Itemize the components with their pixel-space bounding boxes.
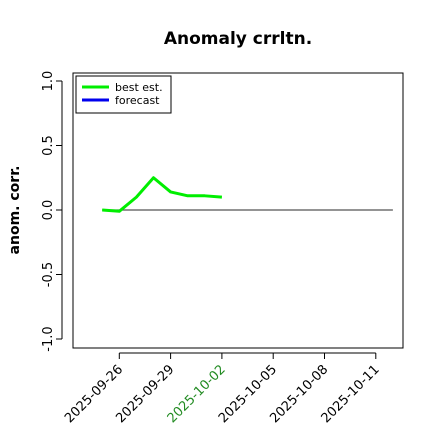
y-tick-label: 0.5 bbox=[41, 135, 56, 156]
y-tick-label: -1.0 bbox=[41, 326, 56, 351]
y-axis: -1.0 -0.5 0.0 0.5 1.0 bbox=[41, 71, 63, 352]
plot-area-frame bbox=[72, 72, 404, 349]
legend: best est.forecast bbox=[75, 75, 172, 114]
y-tick-label: 0.0 bbox=[41, 200, 56, 221]
legend-label: forecast bbox=[115, 94, 160, 107]
legend-box bbox=[75, 75, 172, 114]
y-tick-label: -0.5 bbox=[41, 262, 56, 287]
y-axis-label: anom. corr. bbox=[7, 166, 23, 255]
series-line-0 bbox=[102, 176, 223, 213]
series-layer bbox=[102, 176, 223, 213]
legend-label: best est. bbox=[115, 81, 163, 94]
x-axis: 2025-09-262025-09-292025-10-022025-10-05… bbox=[62, 352, 383, 426]
chart-title: Anomaly crrltn. bbox=[164, 29, 312, 49]
y-tick-label: 1.0 bbox=[41, 71, 56, 92]
